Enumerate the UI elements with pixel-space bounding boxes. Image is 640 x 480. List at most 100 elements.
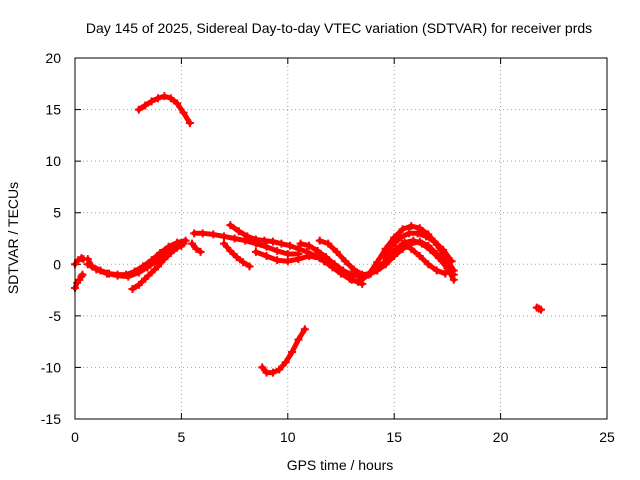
y-tick-label: 20	[45, 50, 61, 66]
data-point	[258, 363, 267, 372]
data-point	[192, 244, 201, 253]
y-axis-ticks: -15 -10 -5 0 5 10 15 20	[41, 50, 607, 427]
x-axis-ticks: 0 5 10 15 20 25	[71, 58, 615, 445]
data-point	[296, 239, 305, 248]
x-tick-label: 5	[178, 429, 186, 445]
x-tick-label: 0	[71, 429, 79, 445]
data-point	[288, 347, 297, 356]
data-point	[332, 247, 341, 256]
data-point	[275, 365, 284, 374]
data-point	[153, 262, 162, 271]
data-point	[441, 269, 450, 278]
x-tick-label: 20	[493, 429, 509, 445]
series-arc-16	[379, 229, 456, 266]
data-point	[173, 243, 182, 252]
data-point	[315, 236, 324, 245]
y-tick-label: -10	[41, 359, 61, 375]
data-point	[349, 265, 358, 274]
data-point	[537, 305, 546, 314]
data-point	[160, 92, 169, 101]
data-point	[426, 245, 435, 254]
data-point	[305, 241, 314, 250]
data-point	[439, 245, 448, 254]
data-point	[415, 252, 424, 261]
y-tick-label: 5	[53, 205, 61, 221]
series-arc-17	[398, 239, 450, 278]
data-point	[339, 266, 348, 275]
data-point	[78, 270, 87, 279]
data-point	[424, 260, 433, 269]
data-point	[92, 265, 101, 274]
y-tick-label: 0	[53, 256, 61, 272]
data-point	[300, 325, 309, 334]
data-point	[277, 239, 286, 248]
data-point	[273, 256, 282, 265]
data-point	[164, 242, 173, 251]
data-point	[330, 260, 339, 269]
data-point	[407, 222, 416, 231]
data-point	[188, 239, 197, 248]
data-point	[294, 244, 303, 253]
data-point	[417, 239, 426, 248]
data-point	[179, 108, 188, 117]
data-point	[268, 237, 277, 246]
data-point	[283, 257, 292, 266]
data-point	[190, 229, 199, 238]
series-arc-6	[134, 92, 194, 127]
data-point	[434, 254, 443, 263]
data-point	[196, 247, 205, 256]
data-point	[113, 271, 122, 280]
data-point	[151, 257, 160, 266]
y-tick-label: 10	[45, 153, 61, 169]
series-arc-12	[258, 325, 309, 377]
data-point	[134, 268, 143, 277]
data-point	[398, 225, 407, 234]
data-point	[219, 239, 228, 248]
data-point	[198, 229, 207, 238]
data-point	[251, 235, 260, 244]
y-axis-label: SDTVAR / TECUs	[5, 182, 21, 294]
data-point	[173, 99, 182, 108]
data-point	[262, 252, 271, 261]
data-point	[143, 263, 152, 272]
data-point	[373, 258, 382, 267]
data-point	[141, 274, 150, 283]
data-point	[262, 242, 271, 251]
data-point	[219, 232, 228, 241]
data-point	[405, 229, 414, 238]
data-point	[251, 247, 260, 256]
data-point	[356, 276, 365, 285]
data-point	[243, 232, 252, 241]
x-tick-label: 15	[386, 429, 402, 445]
data-point	[324, 239, 333, 248]
data-point	[160, 255, 169, 264]
data-point	[134, 280, 143, 289]
data-point	[396, 233, 405, 242]
data-point	[415, 224, 424, 233]
data-point	[432, 266, 441, 275]
data-point	[285, 241, 294, 250]
y-tick-label: -15	[41, 411, 61, 427]
data-point	[232, 253, 241, 262]
data-point	[322, 253, 331, 262]
data-point	[273, 246, 282, 255]
data-point	[141, 101, 150, 110]
data-point	[409, 236, 418, 245]
data-point	[364, 270, 373, 279]
data-point	[449, 266, 458, 275]
data-point	[179, 239, 188, 248]
data-point	[102, 269, 111, 278]
data-point	[281, 358, 290, 367]
data-point	[447, 257, 456, 266]
plot-frame	[74, 57, 608, 420]
x-tick-label: 25	[599, 429, 615, 445]
data-point	[239, 258, 248, 267]
data-point	[388, 241, 397, 250]
data-point	[392, 244, 401, 253]
series-arc-5	[128, 239, 188, 294]
y-tick-label: 15	[45, 102, 61, 118]
data-point	[283, 249, 292, 258]
data-point	[166, 94, 175, 103]
data-point	[83, 260, 92, 269]
